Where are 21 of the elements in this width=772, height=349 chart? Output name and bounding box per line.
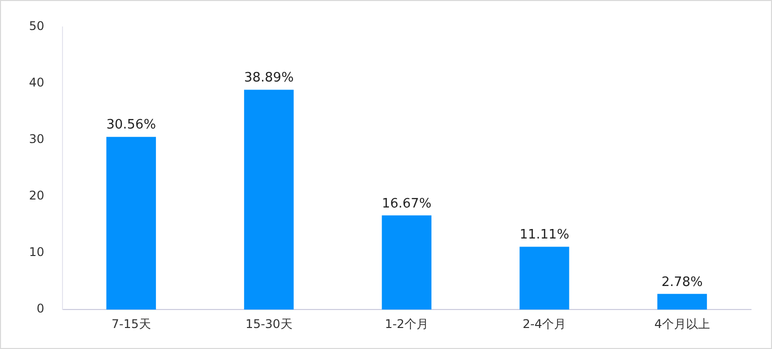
bar: [106, 136, 156, 310]
bar: [657, 294, 707, 310]
bar: [244, 90, 294, 310]
y-tick-label: 40: [28, 76, 44, 90]
data-label: 2.78%: [661, 274, 703, 290]
x-tick-label: 15-30天: [245, 316, 292, 331]
data-label: 38.89%: [244, 70, 294, 86]
data-label: 30.56%: [106, 118, 156, 133]
x-tick-label: 4个月以上: [654, 316, 710, 331]
bar: [520, 246, 570, 310]
data-label: 16.67%: [382, 196, 432, 212]
x-tick-label: 2-4个月: [522, 316, 566, 331]
y-tick-label: 10: [28, 245, 44, 260]
y-tick-label: 0: [36, 302, 44, 316]
data-label: 11.11%: [520, 228, 570, 243]
y-tick-label: 20: [28, 188, 44, 203]
y-tick-label: 30: [28, 132, 44, 146]
x-tick-label: 1-2个月: [384, 316, 428, 331]
y-tick-label: 50: [28, 19, 44, 34]
x-tick-label: 7-15天: [112, 316, 151, 331]
bar: [382, 215, 432, 310]
